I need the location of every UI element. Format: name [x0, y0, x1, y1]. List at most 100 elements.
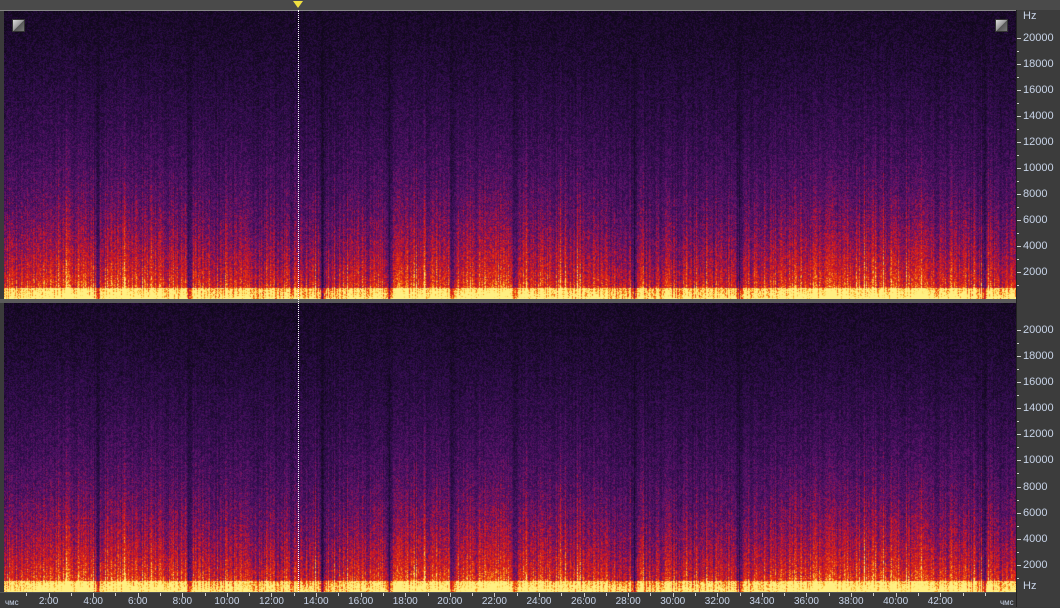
spectrogram-channel-left[interactable]: [4, 11, 1016, 299]
time-tick-label: 26:00: [571, 596, 597, 607]
time-tick-label: 40:00: [883, 596, 909, 607]
spectrogram-canvas: [4, 303, 1016, 592]
time-tick: [449, 593, 451, 597]
freq-minor-tick: [1017, 395, 1019, 397]
timeline-top-bar[interactable]: [0, 0, 1060, 11]
freq-minor-tick: [1017, 154, 1019, 156]
time-tick-label: 12:00: [258, 596, 284, 607]
freq-tick-label: 2000: [1023, 265, 1048, 278]
freq-tick: [1017, 37, 1021, 39]
freq-tick: [1017, 141, 1021, 143]
freq-tick: [1017, 193, 1021, 195]
time-minor-tick: [338, 593, 340, 596]
freq-minor-tick: [1017, 342, 1019, 344]
time-minor-tick: [160, 593, 162, 596]
time-tick: [405, 593, 407, 597]
time-tick: [137, 593, 139, 597]
freq-minor-tick: [1017, 206, 1019, 208]
freq-tick: [1017, 538, 1021, 540]
freq-tick: [1017, 512, 1021, 514]
spectrogram-canvas: [4, 11, 1016, 299]
freq-tick-label: 6000: [1023, 506, 1048, 519]
freq-minor-tick: [1017, 50, 1019, 52]
time-minor-tick: [382, 593, 384, 596]
time-minor-tick: [739, 593, 741, 596]
time-unit-label-left: чмс: [5, 598, 19, 607]
freq-tick: [1017, 271, 1021, 273]
freq-minor-tick: [1017, 499, 1019, 501]
time-tick-label: 6:00: [128, 596, 148, 607]
time-minor-tick: [293, 593, 295, 596]
time-tick: [538, 593, 540, 597]
freq-tick-label: 8000: [1023, 187, 1048, 200]
zoom-out-full-icon[interactable]: [12, 19, 25, 32]
zoom-corner-icon[interactable]: [995, 19, 1008, 32]
freq-tick-label: 12000: [1023, 135, 1054, 148]
freq-tick: [1017, 564, 1021, 566]
freq-unit-label: Hz: [1023, 580, 1037, 592]
time-tick: [316, 593, 318, 597]
freq-tick: [1017, 245, 1021, 247]
freq-tick: [1017, 329, 1021, 331]
time-tick-label: 38:00: [838, 596, 864, 607]
freq-tick-label: 16000: [1023, 376, 1054, 389]
freq-minor-tick: [1017, 258, 1019, 260]
freq-tick-label: 18000: [1023, 349, 1054, 362]
freq-unit-label: Hz: [1023, 10, 1037, 22]
time-unit-label-right: чмс: [1000, 598, 1014, 607]
time-tick: [182, 593, 184, 597]
freq-tick-label: 10000: [1023, 454, 1054, 467]
time-tick-label: 28:00: [615, 596, 641, 607]
time-minor-tick: [962, 593, 964, 596]
time-tick-label: 32:00: [704, 596, 730, 607]
freq-tick-label: 10000: [1023, 161, 1054, 174]
time-tick: [93, 593, 95, 597]
freq-tick-label: 12000: [1023, 428, 1054, 441]
time-minor-tick: [984, 593, 986, 596]
freq-tick: [1017, 408, 1021, 410]
time-minor-tick: [204, 593, 206, 596]
time-minor-tick: [115, 593, 117, 596]
time-tick-label: 16:00: [348, 596, 374, 607]
freq-minor-tick: [1017, 447, 1019, 449]
freq-minor-tick: [1017, 368, 1019, 370]
time-tick: [761, 593, 763, 597]
time-tick: [806, 593, 808, 597]
time-minor-tick: [828, 593, 830, 596]
time-tick: [271, 593, 273, 597]
time-tick-label: 24:00: [526, 596, 552, 607]
freq-tick-label: 8000: [1023, 480, 1048, 493]
time-tick: [672, 593, 674, 597]
time-tick: [628, 593, 630, 597]
time-minor-tick: [427, 593, 429, 596]
freq-minor-tick: [1017, 232, 1019, 234]
freq-tick: [1017, 434, 1021, 436]
time-minor-tick: [516, 593, 518, 596]
time-minor-tick: [472, 593, 474, 596]
time-tick-label: 36:00: [793, 596, 819, 607]
time-tick-label: 10:00: [214, 596, 240, 607]
spectrogram-channel-right[interactable]: [4, 303, 1016, 592]
playhead-marker-icon[interactable]: [293, 1, 304, 8]
time-tick-label: 8:00: [172, 596, 193, 607]
time-minor-tick: [605, 593, 607, 596]
time-minor-tick: [70, 593, 72, 596]
time-tick: [940, 593, 942, 597]
freq-minor-tick: [1017, 525, 1019, 527]
time-tick: [583, 593, 585, 597]
time-tick: [895, 593, 897, 597]
freq-tick-label: 4000: [1023, 532, 1048, 545]
time-minor-tick: [695, 593, 696, 596]
time-tick: [717, 593, 719, 597]
freq-minor-tick: [1017, 180, 1019, 182]
time-tick-label: 22:00: [481, 596, 507, 607]
freq-minor-tick: [1017, 473, 1019, 475]
time-minor-tick: [650, 593, 652, 596]
freq-tick: [1017, 63, 1021, 65]
freq-tick-label: 2000: [1023, 558, 1048, 571]
time-tick-label: 14:00: [303, 596, 329, 607]
time-ruler[interactable]: 2:00 4:00 6:00 8:00 10:00 12:00 14:00 16:00 18:0…: [0, 592, 1016, 608]
time-tick: [226, 593, 228, 597]
time-minor-tick: [26, 593, 28, 596]
freq-tick: [1017, 486, 1021, 488]
